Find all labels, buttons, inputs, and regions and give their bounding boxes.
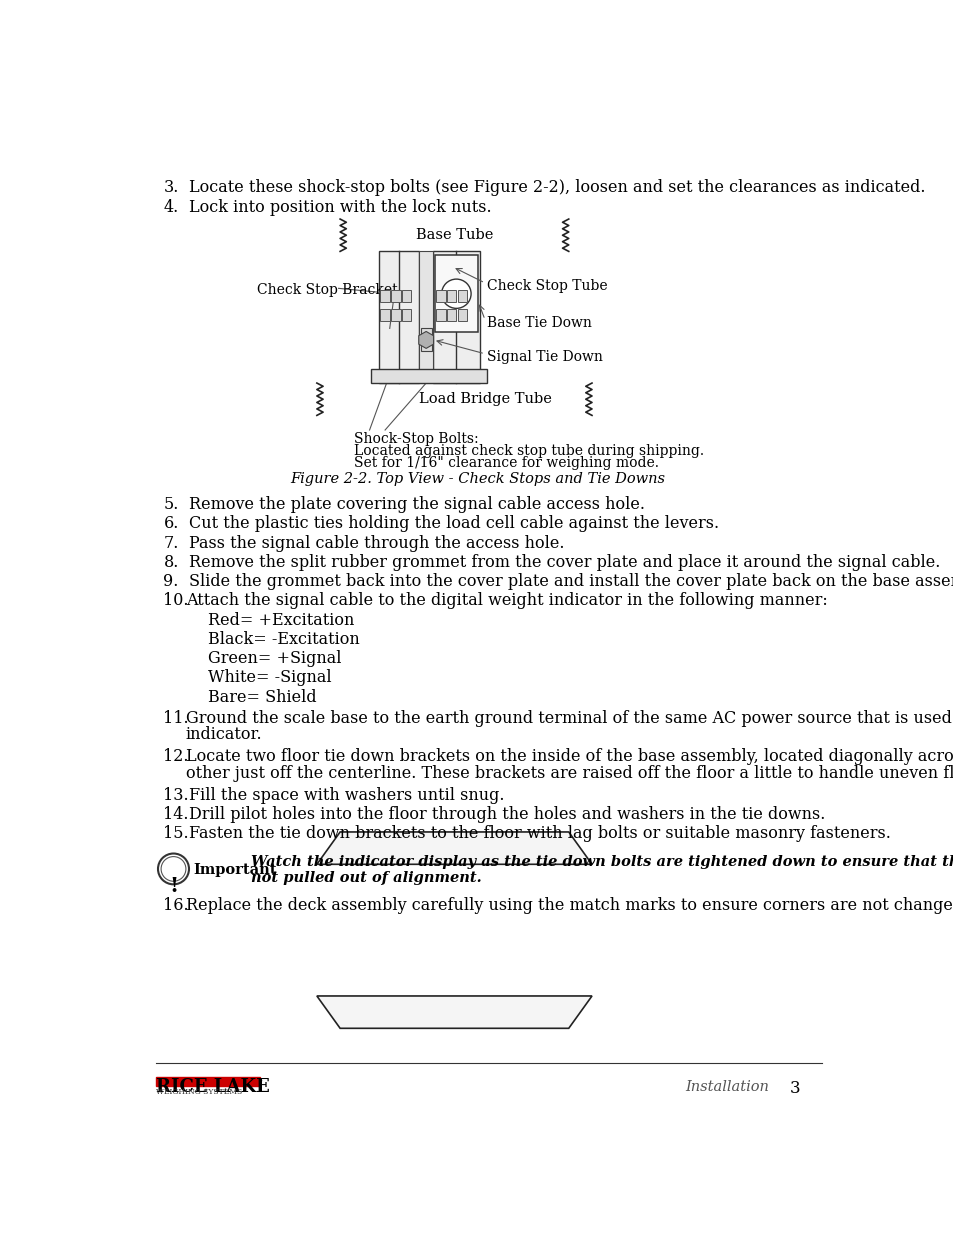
Text: White= -Signal: White= -Signal xyxy=(208,669,332,687)
Circle shape xyxy=(441,279,471,309)
Text: Ground the scale base to the earth ground terminal of the same AC power source t: Ground the scale base to the earth groun… xyxy=(186,710,953,726)
Text: Locate two floor tie down brackets on the inside of the base assembly, located d: Locate two floor tie down brackets on th… xyxy=(186,748,953,764)
Text: Attach the signal cable to the digital weight indicator in the following manner:: Attach the signal cable to the digital w… xyxy=(186,593,827,610)
Text: RICE LAKE: RICE LAKE xyxy=(155,1078,269,1097)
Text: Signal Tie Down: Signal Tie Down xyxy=(487,350,602,364)
Bar xyxy=(436,290,445,303)
Text: 4.: 4. xyxy=(163,199,178,216)
Text: Slide the grommet back into the cover plate and install the cover plate back on : Slide the grommet back into the cover pl… xyxy=(189,573,953,590)
Text: 6.: 6. xyxy=(163,515,178,532)
Bar xyxy=(420,329,431,352)
Polygon shape xyxy=(418,331,433,348)
Text: Remove the split rubber grommet from the cover plate and place it around the sig: Remove the split rubber grommet from the… xyxy=(189,555,940,571)
Bar xyxy=(378,252,418,383)
Text: 12.: 12. xyxy=(163,748,189,764)
Text: Set for 1/16" clearance for weighing mode.: Set for 1/16" clearance for weighing mod… xyxy=(354,456,659,471)
Bar xyxy=(447,290,456,303)
Text: Replace the deck assembly carefully using the match marks to ensure corners are : Replace the deck assembly carefully usin… xyxy=(186,897,953,914)
Text: Black= -Excitation: Black= -Excitation xyxy=(208,631,359,648)
Bar xyxy=(402,290,411,303)
Bar xyxy=(435,256,477,332)
Text: other just off the centerline. These brackets are raised off the floor a little : other just off the centerline. These bra… xyxy=(186,764,953,782)
Bar xyxy=(457,309,467,321)
Text: Pass the signal cable through the access hole.: Pass the signal cable through the access… xyxy=(189,535,564,552)
Text: Load Bridge Tube: Load Bridge Tube xyxy=(418,393,551,406)
Bar xyxy=(371,369,487,383)
Text: WEIGHING SYSTEMS: WEIGHING SYSTEMS xyxy=(155,1088,242,1097)
Text: 14.: 14. xyxy=(163,805,189,823)
Text: 3.: 3. xyxy=(163,179,178,196)
Bar xyxy=(418,252,433,383)
Text: Locate these shock-stop bolts (see Figure 2-2), loosen and set the clearances as: Locate these shock-stop bolts (see Figur… xyxy=(189,179,924,196)
Text: indicator.: indicator. xyxy=(186,726,262,743)
Text: 9.: 9. xyxy=(163,573,178,590)
Text: Figure 2-2. Top View - Check Stops and Tie Downs: Figure 2-2. Top View - Check Stops and T… xyxy=(290,472,664,485)
Text: Remove the plate covering the signal cable access hole.: Remove the plate covering the signal cab… xyxy=(189,496,644,514)
Bar xyxy=(447,309,456,321)
Text: !: ! xyxy=(169,876,178,895)
Text: Check Stop Tube: Check Stop Tube xyxy=(487,279,607,293)
Circle shape xyxy=(158,853,189,884)
Bar xyxy=(457,290,467,303)
Text: Located against check stop tube during shipping.: Located against check stop tube during s… xyxy=(354,443,703,458)
Text: 16.: 16. xyxy=(163,897,189,914)
Polygon shape xyxy=(316,995,592,1029)
Text: Drill pilot holes into the floor through the holes and washers in the tie downs.: Drill pilot holes into the floor through… xyxy=(189,805,824,823)
Text: Shock-Stop Bolts:: Shock-Stop Bolts: xyxy=(354,431,478,446)
Circle shape xyxy=(161,857,186,882)
Bar xyxy=(436,309,445,321)
Text: 5.: 5. xyxy=(163,496,178,514)
Text: Base Tube: Base Tube xyxy=(416,228,493,242)
Bar xyxy=(402,309,411,321)
Text: Important: Important xyxy=(193,863,277,877)
Text: 11.: 11. xyxy=(163,710,189,726)
Text: Bare= Shield: Bare= Shield xyxy=(208,689,316,705)
Text: 10.: 10. xyxy=(163,593,189,610)
Text: Fill the space with washers until snug.: Fill the space with washers until snug. xyxy=(189,787,504,804)
Bar xyxy=(391,309,400,321)
Text: Green= +Signal: Green= +Signal xyxy=(208,651,341,667)
Bar xyxy=(155,1077,260,1086)
Text: Check Stop Bracket: Check Stop Bracket xyxy=(257,283,397,296)
Text: Installation: Installation xyxy=(684,1079,768,1094)
Text: 7.: 7. xyxy=(163,535,178,552)
Bar xyxy=(391,290,400,303)
Text: Cut the plastic ties holding the load cell cable against the levers.: Cut the plastic ties holding the load ce… xyxy=(189,515,719,532)
Polygon shape xyxy=(316,832,592,864)
Bar xyxy=(380,309,390,321)
Text: 3: 3 xyxy=(789,1079,800,1097)
Text: Watch the indicator display as the tie down bolts are tightened down to ensure t: Watch the indicator display as the tie d… xyxy=(251,855,953,869)
Text: Red= +Excitation: Red= +Excitation xyxy=(208,611,355,629)
Bar xyxy=(380,290,390,303)
Text: not pulled out of alignment.: not pulled out of alignment. xyxy=(251,871,481,885)
Text: 13.: 13. xyxy=(163,787,189,804)
Text: 15.: 15. xyxy=(163,825,189,842)
Text: 8.: 8. xyxy=(163,555,178,571)
Text: Fasten the tie down brackets to the floor with lag bolts or suitable masonry fas: Fasten the tie down brackets to the floo… xyxy=(189,825,890,842)
Text: Lock into position with the lock nuts.: Lock into position with the lock nuts. xyxy=(189,199,491,216)
Text: Base Tie Down: Base Tie Down xyxy=(487,316,592,330)
Bar xyxy=(433,252,479,383)
